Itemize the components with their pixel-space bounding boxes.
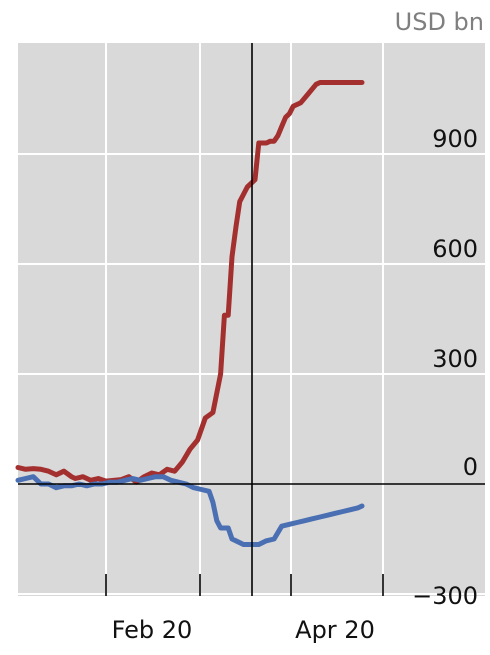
vertical-gridlines — [105, 43, 384, 596]
y-tick-label-1: 600 — [432, 235, 478, 263]
y-tick-labels: 900 600 300 0 −300 — [412, 125, 478, 610]
x-tick-label-feb: Feb 20 — [112, 616, 193, 644]
y-tick-label-3: 0 — [463, 453, 478, 481]
x-tick-marks — [105, 574, 384, 596]
y-tick-label-4: −300 — [412, 582, 478, 610]
x-tick-label-apr: Apr 20 — [295, 616, 375, 644]
y-tick-label-0: 900 — [432, 125, 478, 153]
unit-label: USD bn — [395, 8, 484, 36]
series-line-0 — [15, 80, 365, 485]
y-tick-label-2: 300 — [432, 345, 478, 373]
